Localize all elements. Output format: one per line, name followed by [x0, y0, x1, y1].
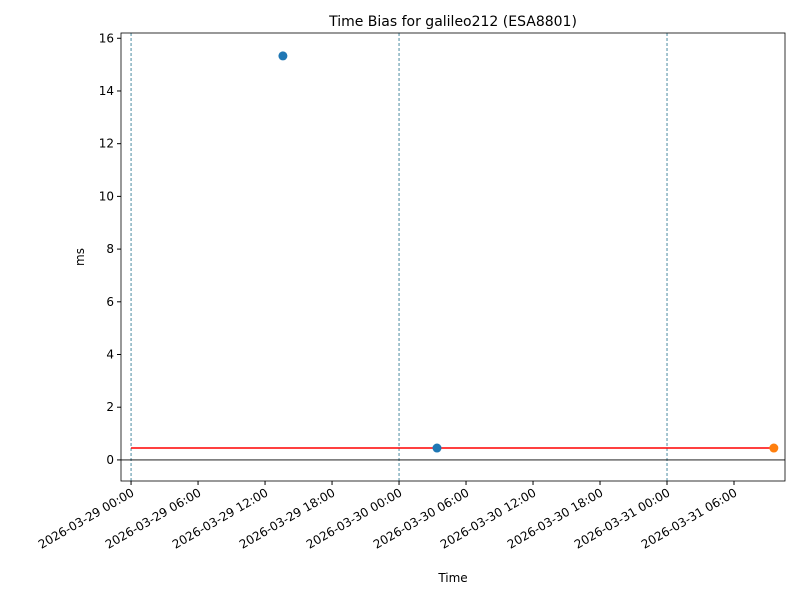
point	[432, 443, 442, 453]
y-tick-label: 14	[99, 84, 114, 98]
chart-title: Time Bias for galileo212 (ESA8801)	[328, 14, 577, 30]
x-axis-label: Time	[437, 571, 467, 585]
point	[278, 51, 288, 61]
plot-frame	[120, 32, 786, 482]
y-tick-label: 8	[106, 242, 114, 256]
point	[769, 443, 779, 453]
y-tick-label: 16	[99, 31, 114, 45]
y-tick-label: 2	[106, 400, 114, 414]
y-tick-label: 0	[106, 453, 114, 467]
y-tick-label: 12	[99, 137, 114, 151]
y-axis-label: ms	[73, 248, 87, 266]
y-tick-label: 6	[106, 295, 114, 309]
y-tick-label: 4	[106, 348, 114, 362]
y-tick-label: 10	[99, 189, 114, 203]
